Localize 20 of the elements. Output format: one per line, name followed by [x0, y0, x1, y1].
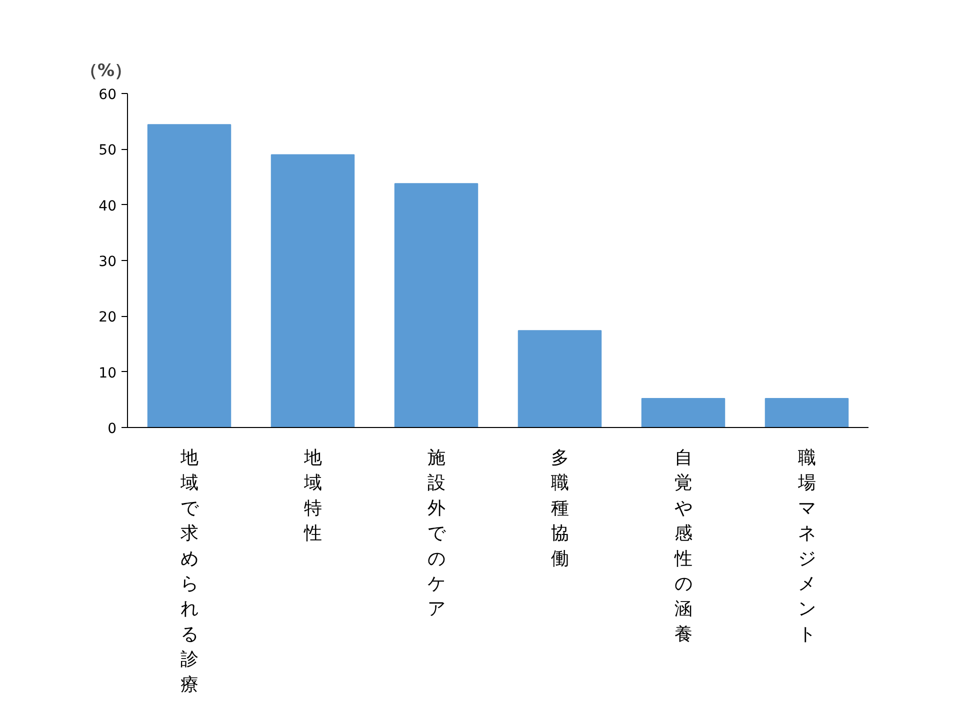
bar [147, 124, 232, 428]
bar [764, 398, 849, 428]
bar [394, 183, 478, 428]
category-label: 地域で求められる診療 [180, 448, 198, 696]
x-tick-label: 多職種協働 [550, 448, 569, 570]
bar [518, 330, 602, 428]
x-tick-label: 施設外でのケア [427, 448, 446, 620]
bar [270, 154, 355, 428]
y-tick-label: 30 [98, 254, 117, 270]
y-tick-label: 20 [98, 310, 117, 326]
x-tick-label: 地域特性 [302, 448, 322, 544]
y-tick-label: 50 [98, 142, 117, 159]
y-tick-label: 10 [98, 365, 117, 382]
x-tick-label: 自覚や感性の涵養 [673, 448, 692, 645]
y-tick-label: 40 [98, 198, 117, 214]
x-tick-label: 職場マネジメント [796, 448, 816, 645]
y-axis-title: （%） [80, 61, 132, 81]
y-tick-label: 60 [98, 87, 117, 103]
y-tick-label: 0 [108, 421, 117, 437]
bar [641, 398, 726, 428]
